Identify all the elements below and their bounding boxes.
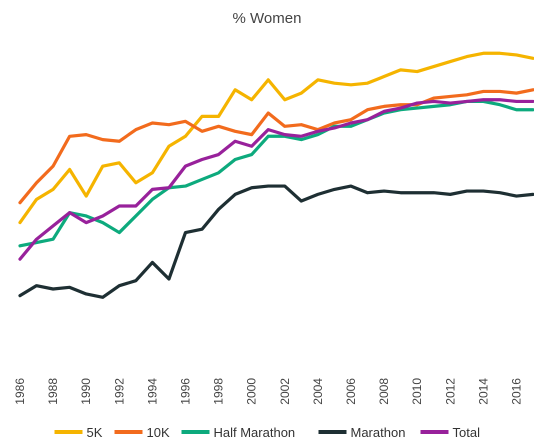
x-tick-label: 1990 (79, 378, 93, 405)
x-tick-label: 2000 (245, 378, 259, 405)
x-tick-label: 1994 (145, 378, 159, 405)
series-line-5k (18, 51, 534, 225)
x-tick-label: 1992 (112, 378, 126, 405)
legend-item-total: Total (420, 425, 481, 440)
series-line-marathon (18, 184, 534, 299)
series-lines (18, 51, 534, 299)
legend-item-5k: 5K (54, 425, 103, 440)
legend-label: Half Marathon (214, 425, 296, 440)
legend-label: 10K (147, 425, 170, 440)
x-tick-label: 2004 (311, 378, 325, 405)
x-axis-tick-labels: 1986 1988 1990 1992 1994 1996 1998 2000 2002 2004… (13, 378, 523, 405)
chart-title: % Women (233, 10, 302, 27)
x-tick-label: 2008 (377, 378, 391, 405)
x-tick-label: 1988 (46, 378, 60, 405)
x-tick-label: 2014 (476, 378, 490, 405)
legend-item-10k: 10K (114, 425, 170, 440)
legend: 5K 10K Half Marathon Marathon Total (54, 425, 481, 440)
x-tick-label: 1996 (178, 378, 192, 405)
legend-label: Total (453, 425, 481, 440)
x-tick-label: 1998 (212, 378, 226, 405)
series-line-10k (18, 88, 534, 205)
x-tick-label: 1986 (13, 378, 27, 405)
legend-label: Marathon (351, 425, 406, 440)
x-tick-label: 2002 (278, 378, 292, 405)
x-tick-label: 2006 (344, 378, 358, 405)
legend-item-half-marathon: Half Marathon (181, 425, 296, 440)
series-line-total (18, 98, 534, 261)
x-tick-label: 2010 (410, 378, 424, 405)
legend-label: 5K (87, 425, 103, 440)
series-line-half-marathon (18, 99, 534, 248)
x-tick-label: 2016 (509, 378, 523, 405)
legend-item-marathon: Marathon (318, 425, 406, 440)
x-tick-label: 2012 (443, 378, 457, 405)
